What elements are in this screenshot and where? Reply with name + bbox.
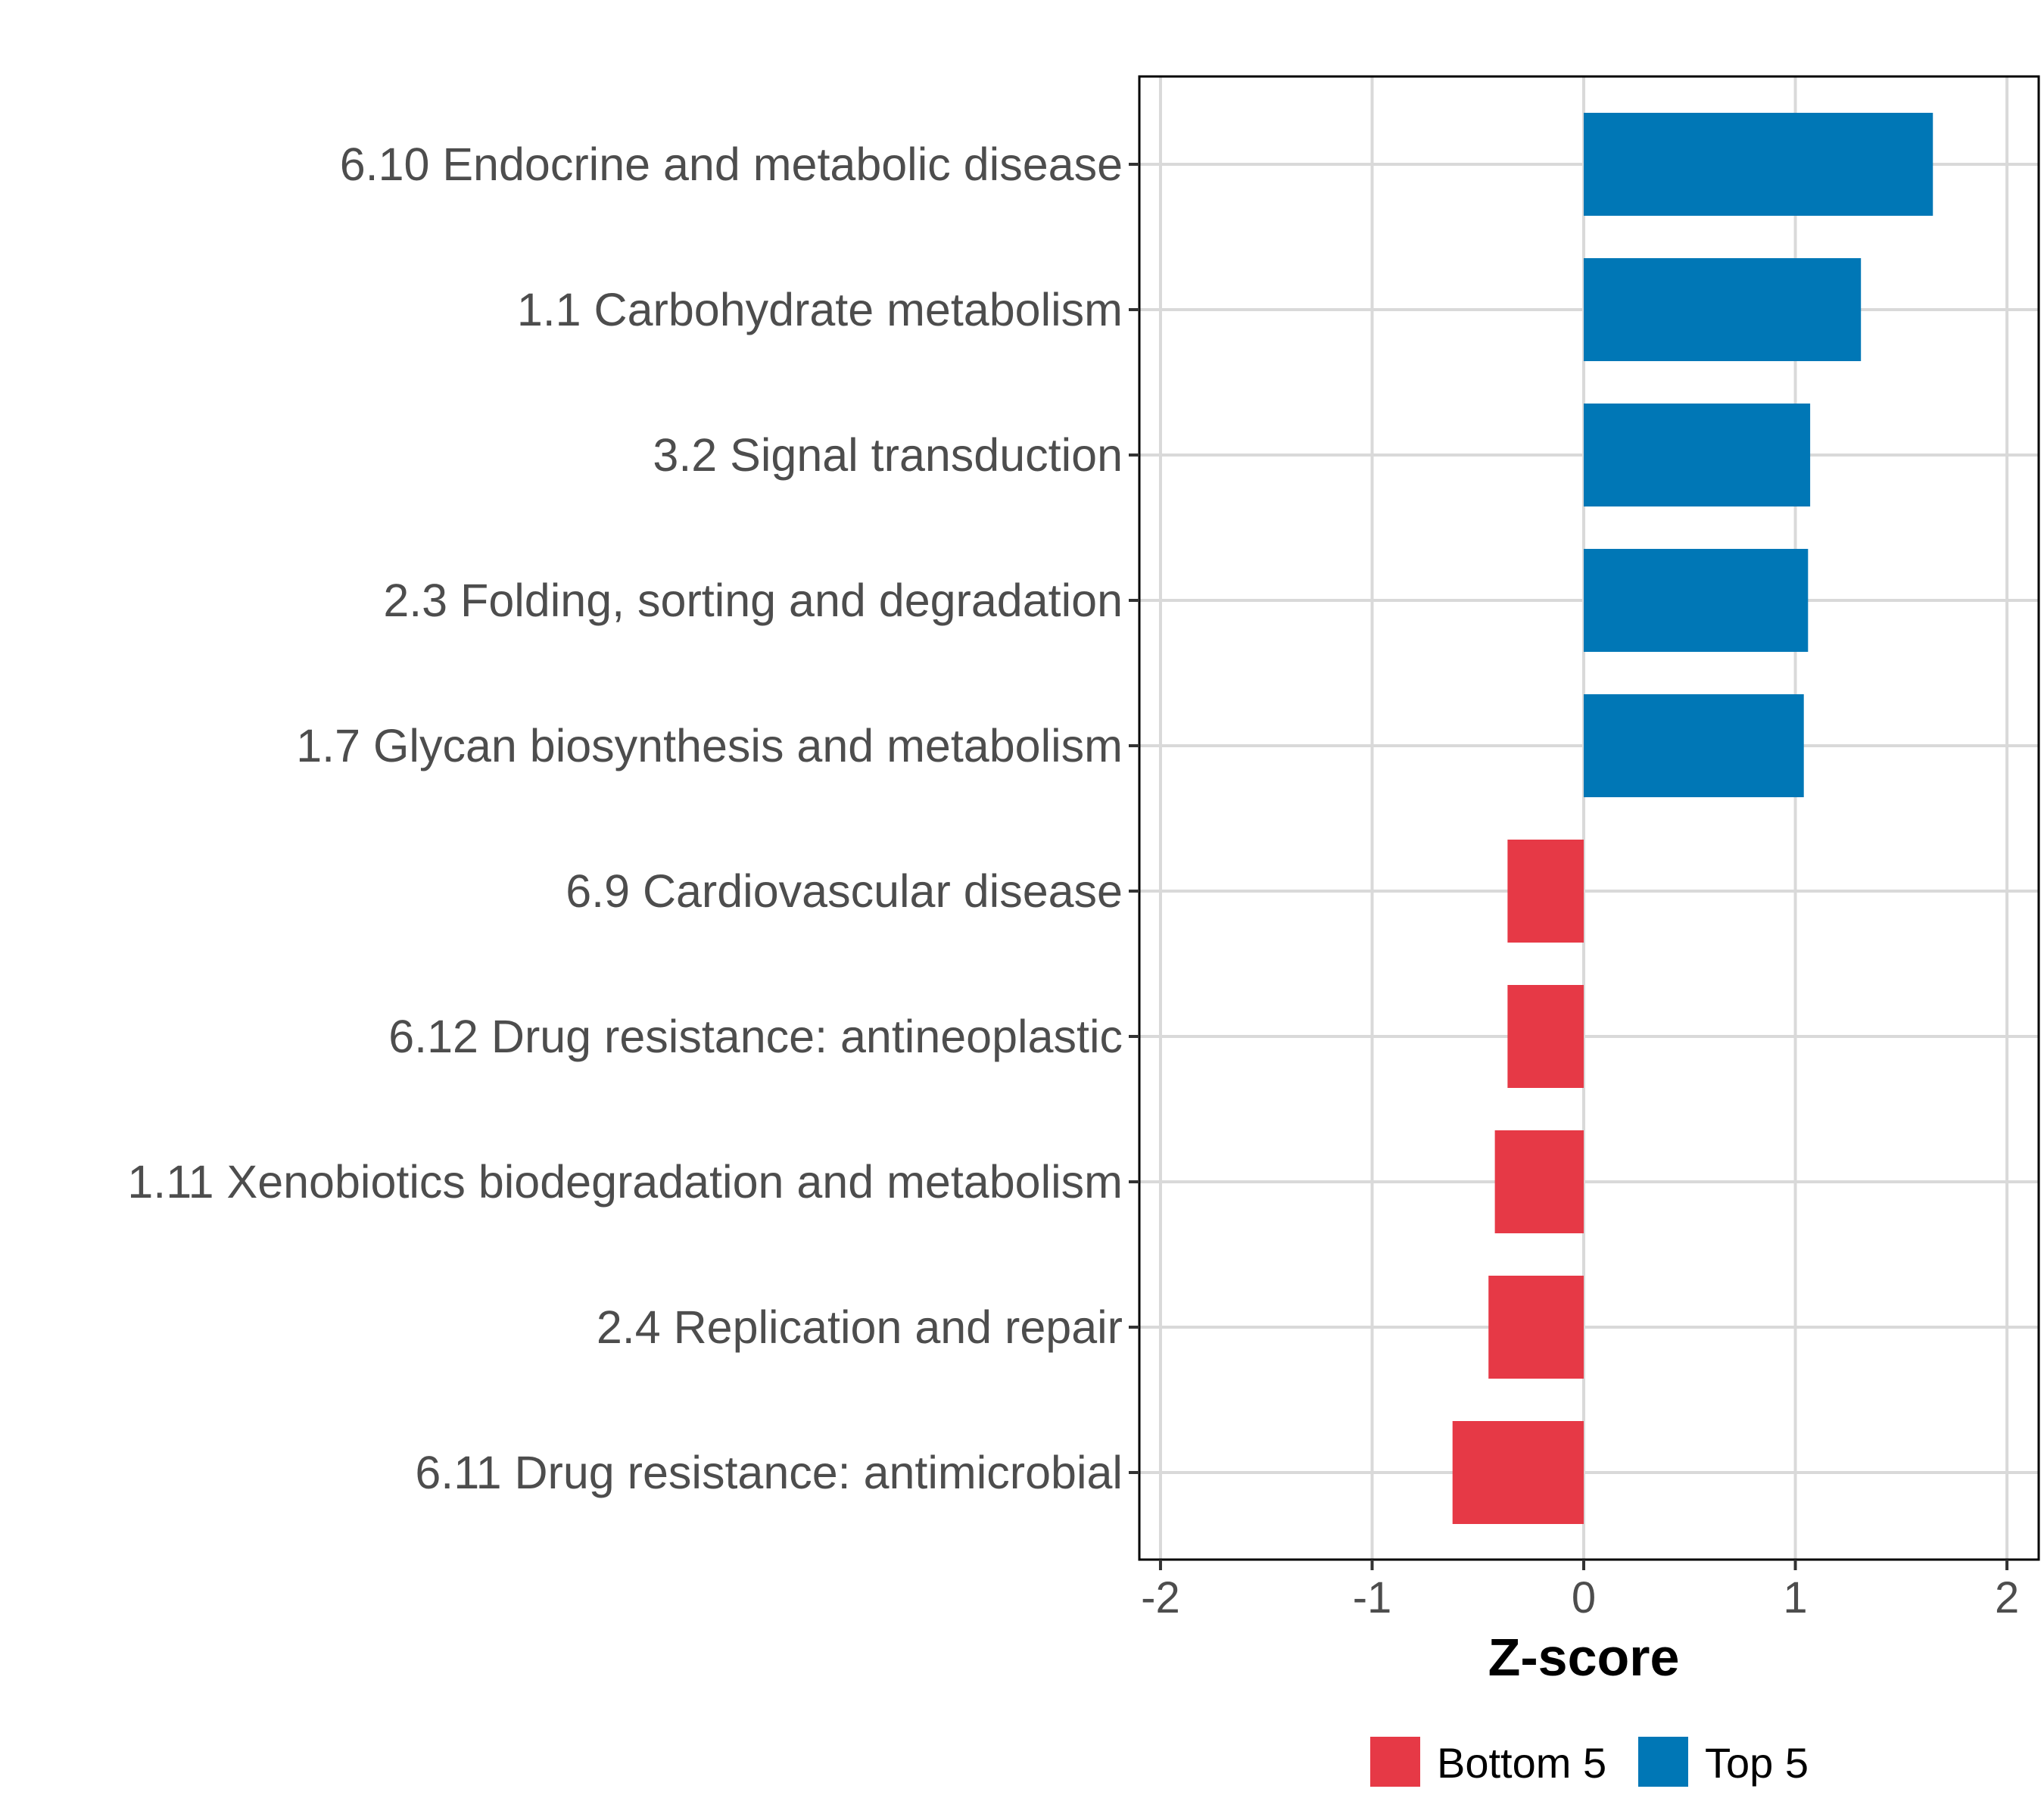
y-tick-label: 1.11 Xenobiotics biodegradation and meta… — [127, 1156, 1123, 1208]
y-axis: 6.10 Endocrine and metabolic disease 1.1 … — [127, 139, 1139, 1498]
x-tick-label: -2 — [1141, 1573, 1180, 1622]
x-tick-label: -1 — [1353, 1573, 1392, 1622]
legend-swatch-bottom-5 — [1370, 1737, 1420, 1787]
y-tick-label: 1.7 Glycan biosynthesis and metabolism — [296, 720, 1123, 771]
bar — [1584, 404, 1811, 506]
bar — [1507, 840, 1584, 943]
y-tick-label: 6.10 Endocrine and metabolic disease — [340, 139, 1123, 190]
x-tick-label: 2 — [1995, 1573, 2019, 1622]
y-tick-label: 2.3 Folding, sorting and degradation — [383, 575, 1123, 626]
bar — [1494, 1130, 1584, 1233]
plot-border — [1138, 75, 2040, 1561]
x-axis-title: Z-score — [1488, 1628, 1680, 1687]
x-axis: -2 -1 0 1 2 — [1141, 1560, 2019, 1622]
bar — [1584, 694, 1804, 797]
bar — [1584, 549, 1809, 652]
x-tick-label: 1 — [1783, 1573, 1807, 1622]
y-tick-label: 1.1 Carbohydrate metabolism — [517, 284, 1123, 335]
bar — [1507, 985, 1584, 1088]
x-tick-label: 0 — [1572, 1573, 1596, 1622]
y-tick-label: 2.4 Replication and repair — [597, 1301, 1123, 1353]
legend-label: Top 5 — [1705, 1739, 1809, 1787]
y-tick-label: 6.9 Cardiovascular disease — [566, 865, 1123, 917]
bar — [1452, 1421, 1584, 1524]
y-tick-label: 6.12 Drug resistance: antineoplastic — [388, 1011, 1123, 1062]
y-tick-label: 6.11 Drug resistance: antimicrobial — [415, 1447, 1123, 1498]
bars — [1452, 113, 1933, 1524]
bar — [1488, 1276, 1584, 1379]
legend-label: Bottom 5 — [1437, 1739, 1606, 1787]
legend: Bottom 5 Top 5 — [1370, 1737, 1809, 1787]
bar — [1584, 113, 1933, 216]
bar — [1584, 258, 1862, 361]
legend-swatch-top-5 — [1638, 1737, 1688, 1787]
y-tick-label: 3.2 Signal transduction — [653, 429, 1123, 481]
